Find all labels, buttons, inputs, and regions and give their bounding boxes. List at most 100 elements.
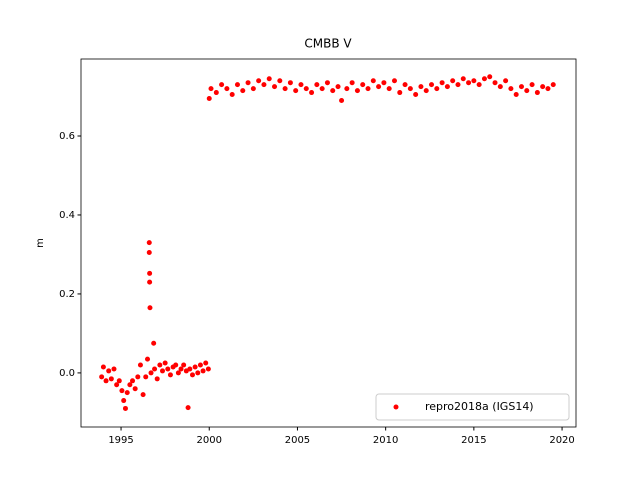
point — [250, 86, 256, 92]
point — [213, 90, 219, 96]
point — [524, 88, 530, 94]
point — [130, 378, 136, 384]
point — [335, 84, 341, 90]
point — [124, 390, 130, 396]
point — [413, 92, 419, 98]
point — [360, 82, 366, 88]
point — [137, 362, 143, 368]
point — [116, 378, 122, 384]
point — [205, 366, 211, 372]
point — [234, 82, 240, 88]
x-tick-label: 2005 — [285, 435, 310, 446]
point — [256, 78, 262, 84]
point — [298, 82, 304, 88]
point — [208, 86, 214, 92]
x-tick-label: 2020 — [549, 435, 574, 446]
point — [397, 90, 403, 96]
point — [147, 279, 153, 285]
point — [266, 76, 272, 82]
y-tick-label: 0.0 — [59, 368, 75, 379]
x-tick-label: 2000 — [197, 435, 222, 446]
point — [119, 388, 125, 394]
point — [407, 86, 413, 92]
point — [277, 78, 283, 84]
point — [466, 80, 472, 86]
point — [151, 340, 157, 346]
chart-title: CMBB V — [304, 37, 352, 51]
point — [132, 386, 138, 392]
point — [287, 80, 293, 86]
point — [487, 74, 493, 80]
point — [319, 86, 325, 92]
y-axis-label: m — [35, 238, 46, 248]
point — [148, 370, 154, 376]
x-tick-label: 2010 — [373, 435, 398, 446]
point — [167, 372, 173, 378]
point — [143, 374, 149, 380]
point — [365, 86, 371, 92]
point — [272, 84, 278, 90]
point — [195, 370, 201, 376]
point — [154, 376, 160, 382]
point — [492, 80, 498, 86]
point — [189, 372, 195, 378]
point — [497, 84, 503, 90]
legend-box — [375, 393, 570, 421]
point — [314, 82, 320, 88]
point — [162, 360, 168, 366]
point — [146, 240, 152, 246]
point — [434, 86, 440, 92]
point — [402, 82, 408, 88]
point — [444, 84, 450, 90]
point — [99, 374, 105, 380]
point — [349, 80, 355, 86]
point — [550, 82, 556, 88]
y-tick-label: 0.2 — [59, 289, 75, 300]
point — [450, 78, 456, 84]
point — [303, 86, 309, 92]
point — [200, 368, 206, 374]
point — [418, 84, 424, 90]
point — [122, 405, 128, 411]
point — [370, 78, 376, 84]
point — [219, 82, 225, 88]
point — [192, 364, 198, 370]
point — [127, 382, 133, 388]
point — [529, 82, 535, 88]
point — [518, 84, 524, 90]
point — [391, 78, 397, 84]
point — [381, 80, 387, 86]
point — [481, 76, 487, 82]
point — [503, 78, 509, 84]
point — [175, 370, 181, 376]
point — [135, 374, 141, 380]
point — [187, 366, 193, 372]
point — [339, 97, 345, 103]
point — [100, 364, 106, 370]
point — [354, 88, 360, 94]
point — [282, 86, 288, 92]
point — [471, 78, 477, 84]
point — [513, 92, 519, 98]
point — [152, 366, 158, 372]
point — [330, 88, 336, 94]
point — [203, 360, 209, 366]
point — [185, 405, 191, 411]
point — [157, 362, 163, 368]
point — [261, 82, 267, 88]
point — [106, 368, 112, 374]
point — [376, 84, 382, 90]
point — [429, 82, 435, 88]
y-tick-label: 0.4 — [59, 210, 75, 221]
point — [147, 270, 153, 276]
point — [121, 398, 127, 404]
point — [165, 366, 171, 372]
legend-label: repro2018a (IGS14) — [425, 400, 534, 413]
point — [197, 362, 203, 368]
point — [540, 84, 546, 90]
point — [206, 95, 212, 101]
point — [386, 86, 392, 92]
point — [293, 88, 299, 94]
point — [111, 366, 117, 372]
